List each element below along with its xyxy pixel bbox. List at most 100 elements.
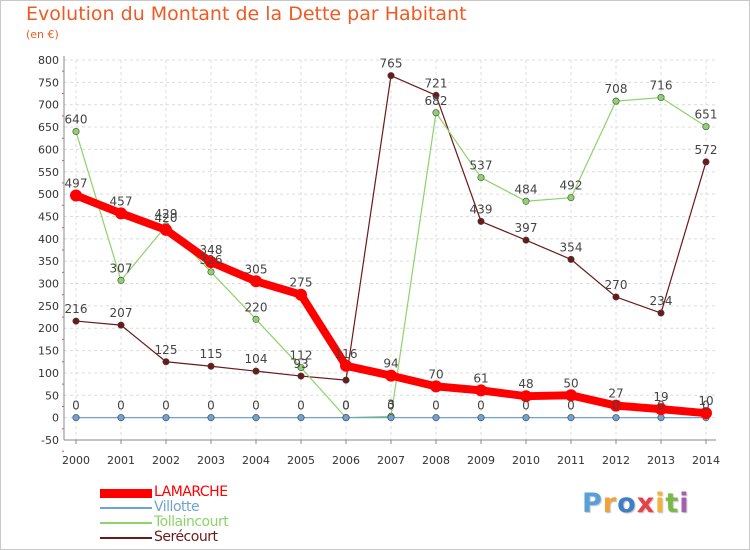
y-tick-label: 50: [45, 389, 59, 402]
data-label-tollaincourt: 326: [200, 253, 223, 267]
data-label-ser-court: 93: [293, 357, 308, 371]
y-tick-label: 150: [38, 345, 59, 358]
x-tick-label: 2011: [557, 454, 585, 467]
series-point-villotte: [477, 414, 485, 422]
data-label-ser-court: 270: [605, 278, 628, 292]
series-point-tollaincourt: [657, 94, 665, 102]
series-point-ser-court: [702, 158, 710, 166]
x-tick-label: 2000: [62, 454, 90, 467]
series-point-ser-court: [477, 217, 485, 225]
legend-swatch: [100, 507, 152, 509]
series-point-villotte: [207, 414, 215, 422]
series-point-tollaincourt: [117, 276, 125, 284]
logo-letter: P: [582, 488, 603, 519]
legend-label: Tollaincourt: [154, 514, 229, 530]
x-tick-label: 2007: [377, 454, 405, 467]
data-label-villotte: 0: [297, 399, 305, 413]
series-point-lamarche: [655, 403, 667, 416]
chart-subtitle: (en €): [26, 28, 59, 41]
y-tick-label: 600: [38, 143, 59, 156]
data-label-tollaincourt: 220: [245, 300, 268, 314]
data-label-ser-court: 397: [515, 221, 538, 235]
x-tick-label: 2005: [287, 454, 315, 467]
x-tick-label: 2010: [512, 454, 540, 467]
data-label-ser-court: 234: [650, 294, 673, 308]
y-tick-label: 100: [38, 367, 59, 380]
series-point-lamarche: [295, 288, 307, 301]
x-tick-label: 2009: [467, 454, 495, 467]
series-point-tollaincourt: [522, 197, 530, 205]
data-label-ser-court: 721: [425, 76, 448, 90]
y-tick-label: 500: [38, 188, 59, 201]
data-label-tollaincourt: 429: [155, 207, 178, 221]
logo-letter: x: [636, 488, 656, 519]
legend-swatch: [100, 488, 152, 498]
series-point-ser-court: [252, 367, 260, 375]
series-point-villotte: [72, 414, 80, 422]
data-label-villotte: 0: [432, 399, 440, 413]
data-label-villotte: 0: [657, 399, 665, 413]
data-label-ser-court: 207: [110, 306, 133, 320]
series-point-lamarche: [520, 390, 532, 403]
series-point-ser-court: [432, 91, 440, 99]
x-tick-label: 2012: [602, 454, 630, 467]
series-point-villotte: [567, 414, 575, 422]
legend-label: Villotte: [154, 499, 200, 515]
series-layer: [70, 72, 712, 422]
data-label-tollaincourt: 492: [560, 179, 583, 193]
logo-letter: i: [655, 488, 666, 519]
y-tick-label: 0: [52, 412, 59, 425]
grid-layer: [64, 59, 716, 441]
logo-letter: o: [617, 488, 637, 519]
y-tick-label: 650: [38, 121, 59, 134]
data-label-villotte: 0: [612, 399, 620, 413]
data-label-tollaincourt: 112: [290, 349, 313, 363]
series-point-tollaincourt: [477, 174, 485, 182]
series-point-ser-court: [567, 255, 575, 263]
series-point-ser-court: [297, 372, 305, 380]
y-tick-label: 450: [38, 210, 59, 223]
series-point-lamarche: [700, 407, 712, 420]
data-label-tollaincourt: 537: [470, 159, 493, 173]
data-label-lamarche: 48: [518, 377, 533, 391]
series-point-tollaincourt: [432, 109, 440, 117]
logo-letter: t: [665, 488, 680, 519]
series-point-villotte: [522, 414, 530, 422]
data-label-villotte: 0: [207, 399, 215, 413]
series-point-lamarche: [70, 189, 82, 202]
data-label-villotte: 0: [162, 399, 170, 413]
series-point-villotte: [297, 414, 305, 422]
legend-label: Serécourt: [154, 529, 218, 545]
legend-swatch: [100, 522, 152, 524]
data-label-lamarche: 348: [200, 243, 223, 257]
data-label-lamarche: 27: [608, 387, 623, 401]
data-label-tollaincourt: 716: [650, 79, 673, 93]
y-tick-label: 200: [38, 322, 59, 335]
data-label-ser-court: 115: [200, 347, 223, 361]
series-point-ser-court: [162, 358, 170, 366]
data-label-villotte: 0: [252, 399, 260, 413]
series-point-ser-court: [207, 362, 215, 370]
data-label-ser-court: 765: [380, 57, 403, 71]
y-tick-label: -50: [41, 434, 59, 447]
series-point-ser-court: [387, 72, 395, 80]
data-label-villotte: 0: [117, 399, 125, 413]
series-point-lamarche: [430, 380, 442, 393]
data-label-lamarche: 275: [290, 276, 313, 290]
series-point-lamarche: [565, 389, 577, 402]
series-point-lamarche: [475, 384, 487, 397]
x-tick-label: 2003: [197, 454, 225, 467]
data-label-ser-court: 439: [470, 202, 493, 216]
series-point-tollaincourt: [702, 123, 710, 131]
legend-label: LAMARCHE: [154, 484, 228, 500]
data-label-lamarche: 497: [65, 176, 88, 190]
series-point-ser-court: [117, 321, 125, 329]
data-label-villotte: 0: [477, 399, 485, 413]
series-point-villotte: [612, 414, 620, 422]
legend-swatch: [100, 537, 152, 539]
data-label-tollaincourt: 484: [515, 182, 538, 196]
x-tick-label: 2004: [242, 454, 270, 467]
x-tick-label: 2008: [422, 454, 450, 467]
data-label-ser-court: 572: [695, 143, 718, 157]
axis-layer: -500501001502002503003504004505005506006…: [38, 54, 720, 467]
